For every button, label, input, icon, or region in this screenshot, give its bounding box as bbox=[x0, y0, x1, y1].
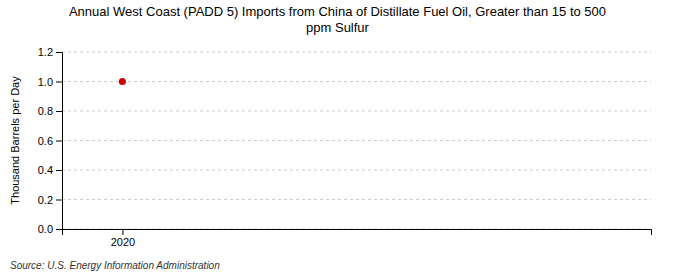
x-axis: 2020 bbox=[63, 229, 652, 248]
y-tick: 0.8 bbox=[38, 105, 62, 117]
y-tick-mark bbox=[56, 170, 62, 171]
grid-line bbox=[62, 52, 651, 53]
grid-line bbox=[62, 111, 651, 112]
point bbox=[119, 78, 126, 85]
y-tick-label: 1.2 bbox=[38, 46, 53, 58]
y-tick-mark bbox=[56, 200, 62, 201]
y-tick: 0.4 bbox=[38, 164, 62, 176]
y-tick-label: 0.6 bbox=[38, 135, 53, 147]
y-tick-mark bbox=[56, 52, 62, 53]
y-axis-line bbox=[56, 53, 63, 230]
y-tick-mark bbox=[56, 141, 62, 142]
x-tick-mark bbox=[122, 229, 123, 235]
y-tick-mark bbox=[56, 229, 62, 230]
y-tick-label: 1.0 bbox=[38, 76, 53, 88]
y-tick-mark bbox=[56, 82, 62, 83]
y-tick-mark bbox=[56, 111, 62, 112]
y-tick: 0.6 bbox=[38, 135, 62, 147]
title: Annual West Coast (PADD 5) Imports from … bbox=[69, 4, 606, 35]
grid-line bbox=[62, 81, 651, 82]
grid-line bbox=[62, 170, 651, 171]
y-tick-label: 0.8 bbox=[38, 105, 53, 117]
y-tick: 0.2 bbox=[38, 194, 62, 206]
y-tick: 1.0 bbox=[38, 76, 62, 88]
y-tick: 1.2 bbox=[38, 46, 62, 58]
x-tick-label: 2020 bbox=[111, 236, 135, 248]
chart: 2020 0.0 0.2 0.4 0.6 0.8 1.0 1.2 Thousand Barrel… bbox=[0, 0, 675, 275]
grid bbox=[62, 52, 651, 229]
y-tick-label: 0.0 bbox=[38, 223, 53, 235]
source: Source: U.S. Energy Information Administ… bbox=[10, 260, 220, 271]
plot-area: 2020 0.0 0.2 0.4 0.6 0.8 1.0 1.2 bbox=[38, 46, 652, 248]
grid-line bbox=[62, 199, 651, 200]
y-tick-label: 0.2 bbox=[38, 194, 53, 206]
grid-line bbox=[62, 140, 651, 141]
points bbox=[119, 78, 126, 85]
y-axis: 0.0 0.2 0.4 0.6 0.8 1.0 1.2 bbox=[38, 46, 63, 235]
x-axis-line bbox=[63, 230, 652, 236]
x-tick: 2020 bbox=[111, 229, 135, 248]
y-tick: 0.0 bbox=[38, 223, 62, 235]
y-axis-title: Thousand Barrels per Day bbox=[9, 76, 21, 205]
y-tick-label: 0.4 bbox=[38, 164, 53, 176]
